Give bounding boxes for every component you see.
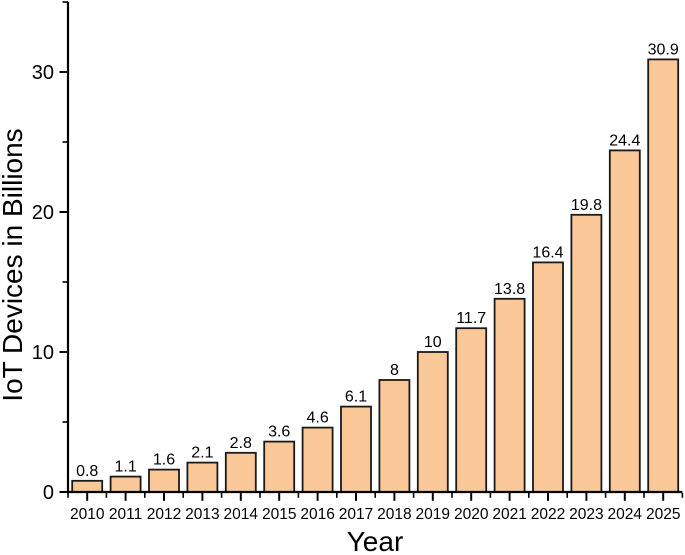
bar-2011 [109,475,142,493]
x-tick-label-2014: 2014 [224,506,259,523]
bar-2014 [224,451,257,493]
bar-2019 [416,351,449,493]
bar-2023 [570,213,603,493]
bar-2012 [148,468,180,493]
x-tick-label-2020: 2020 [454,506,489,523]
x-tick-label-2017: 2017 [339,506,373,523]
x-tick-label-2021: 2021 [492,506,526,523]
bar-value-label-2013: 2.1 [191,445,213,462]
bar-value-label-2016: 4.6 [306,410,328,427]
x-tick-label-2022: 2022 [531,506,565,523]
bar-2022 [532,261,564,493]
bar-2015 [263,440,296,493]
bar-value-label-2019: 10 [424,334,442,351]
bar-value-label-2018: 8 [390,362,399,379]
bar-value-label-2020: 11.7 [456,310,486,327]
x-tick-label-2010: 2010 [70,506,105,523]
bar-2021 [493,297,526,493]
bar-value-label-2021: 13.8 [494,281,525,298]
bar-value-label-2015: 3.6 [268,424,290,441]
x-tick-label-2025: 2025 [646,506,680,523]
bar-value-label-2017: 6.1 [345,389,367,406]
y-tick-label: 0 [43,482,54,504]
y-tick-label: 10 [32,342,54,364]
bar-2013 [186,461,219,493]
x-tick-label-2015: 2015 [262,506,296,523]
bar-2010 [71,479,104,493]
bar-2024 [608,149,641,493]
x-tick-label-2023: 2023 [569,506,603,523]
bar-2017 [340,405,372,493]
bar-value-label-2025: 30.9 [648,41,679,58]
bar-value-label-2010: 0.8 [76,463,98,480]
x-tick-label-2011: 2011 [109,506,142,523]
x-tick-label-2019: 2019 [416,506,450,523]
bar-2018 [378,379,411,493]
y-tick-label: 30 [32,62,54,84]
bar-2020 [455,327,488,493]
bars-layer: 0.8 1.1 1.6 2.1 2.8 3.6 4.6 6.1 8 10 11.7 13.8 16.4 1… [71,41,680,493]
bar-value-label-2024: 24.4 [609,132,640,149]
bar-value-label-2022: 16.4 [532,244,563,261]
x-tick-label-2024: 2024 [608,506,643,523]
x-tick-label-2018: 2018 [377,506,411,523]
y-tick-label: 20 [32,202,54,224]
bar-value-label-2012: 1.6 [153,452,175,469]
bar-value-label-2023: 19.8 [571,197,602,214]
bar-value-label-2011: 1.1 [114,459,136,476]
x-tick-label-2013: 2013 [185,506,219,523]
x-tick-label-2016: 2016 [300,506,334,523]
x-tick-label-2012: 2012 [147,506,181,523]
x-axis-title: Year [347,526,404,555]
bar-2025 [647,58,680,493]
bar-2016 [301,426,334,493]
bar-value-label-2014: 2.8 [230,435,252,452]
y-axis-title: IoT Devices in Billions [0,128,28,401]
